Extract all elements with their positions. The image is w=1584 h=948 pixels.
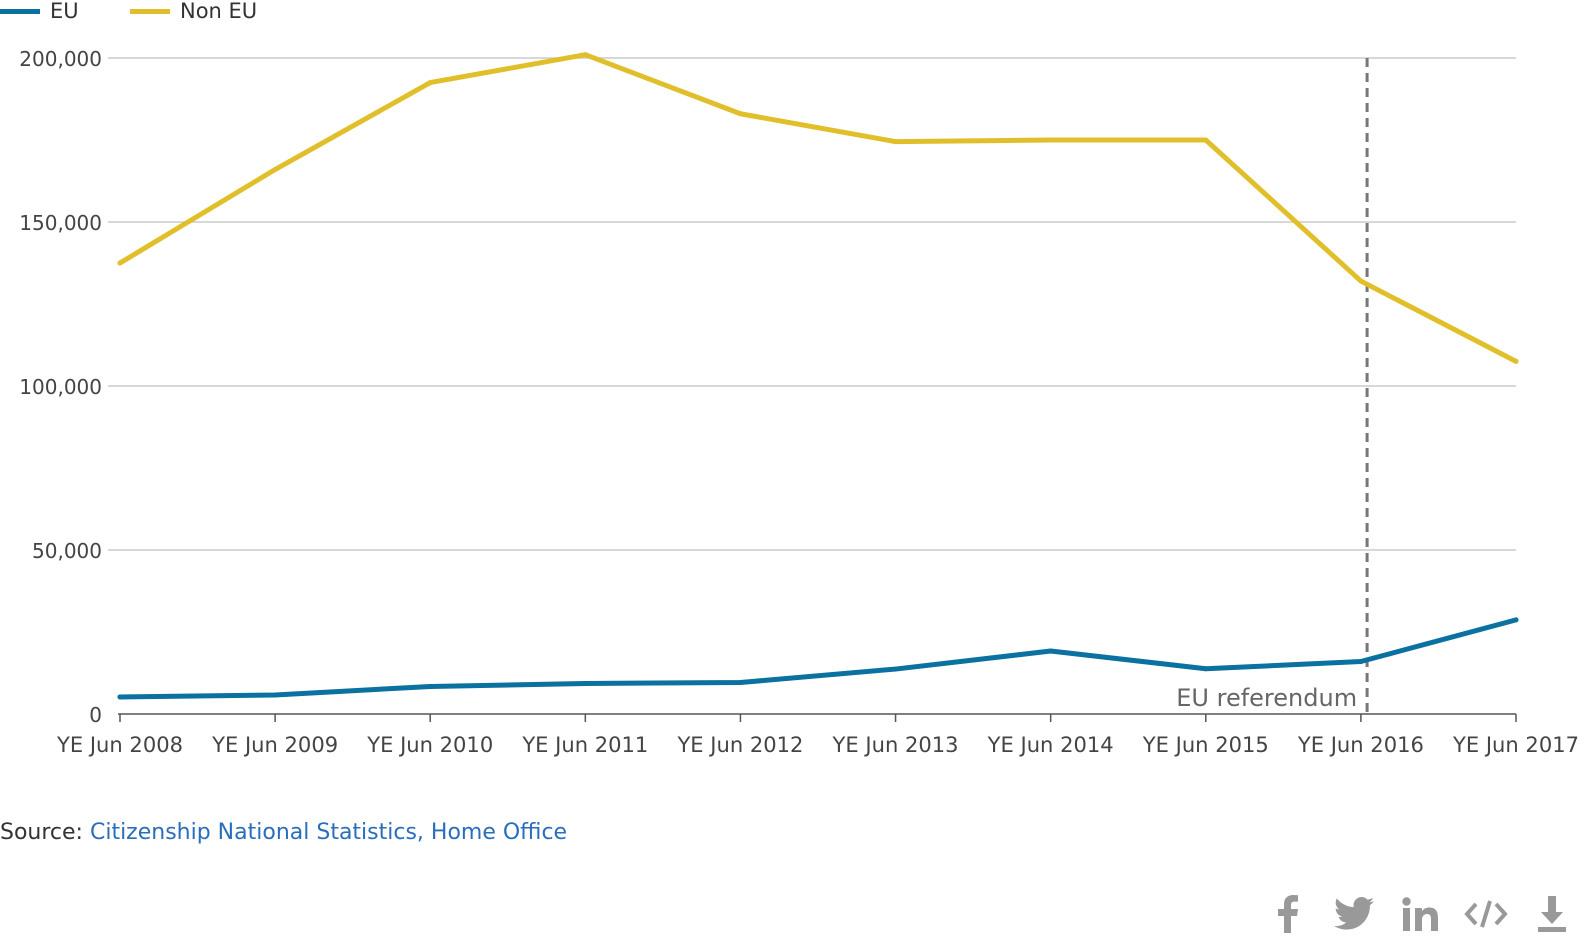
y-tick-label-2: 100,000 xyxy=(19,375,102,399)
eu-referendum-label: EU referendum xyxy=(1176,684,1357,712)
data-point-non-eu-2 xyxy=(427,80,433,86)
x-tick-label-9: YE Jun 2017 xyxy=(1452,733,1579,757)
source-note: Source: Citizenship National Statistics,… xyxy=(0,820,567,845)
line-chart: 0 50,000 100,000 150,000 200,000 YE Jun 2008 Y… xyxy=(19,47,1579,757)
share-toolbar xyxy=(1266,892,1574,936)
x-tick-label-0: YE Jun 2008 xyxy=(56,733,183,757)
linkedin-icon[interactable] xyxy=(1398,892,1442,936)
y-tick-label-0: 0 xyxy=(89,703,102,727)
y-tick-label-3: 150,000 xyxy=(19,211,102,235)
x-tick-label-7: YE Jun 2015 xyxy=(1142,733,1269,757)
x-tick-label-4: YE Jun 2012 xyxy=(676,733,803,757)
legend-item-non-eu[interactable]: Non EU xyxy=(130,0,258,23)
x-tick-label-3: YE Jun 2011 xyxy=(521,733,648,757)
x-tick-label-8: YE Jun 2016 xyxy=(1297,733,1424,757)
x-tick-label-5: YE Jun 2013 xyxy=(832,733,959,757)
data-point-eu-9 xyxy=(1513,617,1519,623)
twitter-icon[interactable] xyxy=(1332,892,1376,936)
data-point-non-eu-4 xyxy=(737,111,743,117)
y-tick-label-4: 200,000 xyxy=(19,47,102,71)
data-point-eu-3 xyxy=(582,680,588,686)
data-point-non-eu-8 xyxy=(1358,278,1364,284)
data-point-non-eu-6 xyxy=(1048,137,1054,143)
data-point-eu-0 xyxy=(117,694,123,700)
legend-swatch-eu xyxy=(0,8,40,14)
data-point-eu-4 xyxy=(737,680,743,686)
data-point-eu-1 xyxy=(272,692,278,698)
data-point-non-eu-9 xyxy=(1513,358,1519,364)
data-point-eu-2 xyxy=(427,683,433,689)
series-line-eu xyxy=(117,617,1519,700)
data-point-non-eu-0 xyxy=(117,260,123,266)
source-prefix: Source: xyxy=(0,820,90,845)
data-point-non-eu-5 xyxy=(893,139,899,145)
data-point-non-eu-3 xyxy=(582,52,588,58)
data-point-eu-6 xyxy=(1048,648,1054,654)
legend-swatch-non-eu xyxy=(130,8,170,14)
data-point-eu-7 xyxy=(1203,666,1209,672)
data-point-non-eu-1 xyxy=(272,167,278,173)
x-tick-label-2: YE Jun 2010 xyxy=(366,733,493,757)
x-tick-label-1: YE Jun 2009 xyxy=(211,733,338,757)
facebook-icon[interactable] xyxy=(1266,892,1310,936)
legend-label-eu: EU xyxy=(50,0,79,23)
data-point-non-eu-7 xyxy=(1203,137,1209,143)
data-point-eu-5 xyxy=(893,666,899,672)
legend-item-eu[interactable]: EU xyxy=(0,0,79,23)
series-line-non-eu xyxy=(117,52,1519,364)
x-tick-label-6: YE Jun 2014 xyxy=(987,733,1114,757)
y-tick-label-1: 50,000 xyxy=(32,539,102,563)
download-icon[interactable] xyxy=(1530,892,1574,936)
data-point-eu-8 xyxy=(1358,659,1364,665)
source-link[interactable]: Citizenship National Statistics, Home Of… xyxy=(89,820,568,845)
embed-icon[interactable] xyxy=(1464,892,1508,936)
legend-label-non-eu: Non EU xyxy=(180,0,258,23)
